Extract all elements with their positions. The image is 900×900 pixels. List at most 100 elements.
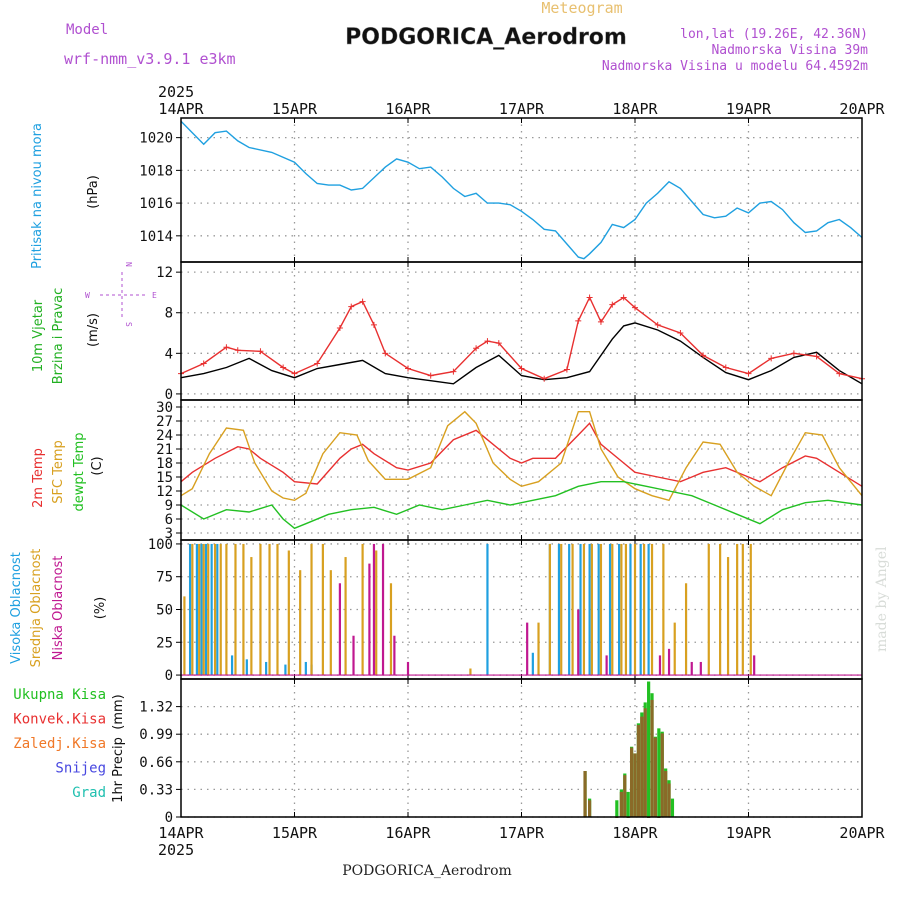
bar-cloud-2 <box>690 661 693 676</box>
time-label-bottom: 19APR <box>726 824 772 842</box>
ytick-label: 100 <box>148 537 173 553</box>
bar-cloud-0 <box>557 543 561 676</box>
bar-cloud-1 <box>250 557 253 676</box>
precip-legend-item: Snijeg <box>55 761 106 777</box>
meteogram-title: Meteogram <box>541 0 622 17</box>
gust-marker <box>813 353 820 360</box>
bar-cloud-0 <box>486 543 489 676</box>
bar-cloud-1 <box>662 543 665 676</box>
bar-cloud-1 <box>299 570 302 676</box>
cloud-ylabel2: Srednja Oblacnost <box>29 549 44 668</box>
time-label-top: 15APR <box>272 100 318 118</box>
wind-ylabel2: Brzina i Pravac <box>51 288 66 385</box>
time-label-bottom: 16APR <box>385 824 431 842</box>
bar-cloud-0 <box>245 659 248 676</box>
ytick-label: 8 <box>165 306 173 322</box>
temp-ylabel3: dewpt Temp <box>72 432 87 511</box>
gust-marker <box>495 340 502 347</box>
bar-cloud-2 <box>667 648 671 676</box>
bar-cloud-0 <box>230 655 234 676</box>
model-label: Model <box>66 22 108 38</box>
bar-precip-0 <box>670 798 675 817</box>
bar-cloud-0 <box>588 543 591 676</box>
panel-pressure: 1014 1016 1018 1020 <box>139 117 863 263</box>
bar-cloud-1 <box>741 543 744 676</box>
bar-cloud-1 <box>321 543 324 676</box>
bar-cloud-1 <box>225 543 228 676</box>
lonlat-label: lon,lat (19.26E, 42.36N) <box>680 27 868 42</box>
bar-cloud-0 <box>579 543 582 676</box>
bar-cloud-1 <box>624 543 628 676</box>
ytick-label: 4 <box>165 346 173 362</box>
gust-marker <box>370 321 377 328</box>
panel-precip: 0 0.33 0.66 0.99 1.32 <box>139 678 863 826</box>
ytick-label: 6 <box>165 512 173 528</box>
bar-precip-1 <box>583 771 587 817</box>
bar-cloud-1 <box>719 543 722 676</box>
gust-marker <box>291 370 298 377</box>
bar-cloud-1 <box>560 543 563 676</box>
gust-marker <box>597 318 604 325</box>
bar-cloud-1 <box>242 543 245 676</box>
bar-precip-0 <box>615 800 619 817</box>
gust-marker <box>620 294 627 301</box>
ytick-label: 0 <box>165 810 173 826</box>
gust-marker <box>223 344 230 351</box>
bar-cloud-1 <box>650 543 654 676</box>
ytick-label: 1020 <box>139 131 173 147</box>
wind-unit: (m/s) <box>86 313 101 347</box>
gust-marker <box>280 364 287 371</box>
bar-precip-1 <box>664 771 668 817</box>
bar-cloud-1 <box>191 543 194 676</box>
bar-cloud-2 <box>393 635 396 676</box>
cloud-ylabel: Visoka Oblacnost <box>9 552 24 664</box>
gust-marker <box>348 303 355 310</box>
bar-cloud-1 <box>329 570 332 676</box>
ytick-label: 12 <box>156 484 173 500</box>
bar-cloud-2 <box>658 655 662 676</box>
ytick-label: 1014 <box>139 229 173 245</box>
ytick-label: 15 <box>156 470 173 486</box>
elevation-label: Nadmorska Visina 39m <box>711 43 868 58</box>
compass-n: N <box>124 262 133 267</box>
cloud-unit: (%) <box>93 597 108 620</box>
bar-precip-1 <box>643 708 647 817</box>
gust-marker <box>234 347 241 354</box>
compass-e: E <box>152 291 157 300</box>
gust-marker <box>563 366 570 373</box>
bar-cloud-1 <box>219 543 222 676</box>
bar-cloud-1 <box>344 557 347 676</box>
ytick-label: 9 <box>165 498 173 514</box>
bar-precip-1 <box>623 775 627 817</box>
time-label-top: 14APR <box>158 100 204 118</box>
compass-s: S <box>124 322 133 327</box>
bar-precip-0 <box>657 728 661 817</box>
time-label-top: 18APR <box>612 100 658 118</box>
bar-cloud-0 <box>304 661 307 676</box>
bar-cloud-1 <box>207 543 210 676</box>
bar-cloud-1 <box>198 543 201 676</box>
precip-legend-item: Konvek.Kisa <box>13 712 106 728</box>
bar-cloud-1 <box>642 543 646 676</box>
model-name: wrf-nmm_v3.9.1 e3km <box>64 50 236 68</box>
bar-cloud-2 <box>338 583 341 676</box>
bar-cloud-1 <box>361 543 364 676</box>
bar-cloud-1 <box>726 557 730 676</box>
gust-marker <box>257 348 264 355</box>
gust-marker <box>745 370 752 377</box>
gust-marker <box>359 298 366 305</box>
bar-precip-1 <box>653 737 658 817</box>
bar-cloud-0 <box>216 543 219 676</box>
bar-precip-1 <box>640 716 644 817</box>
time-label-top: 17APR <box>499 100 545 118</box>
bar-cloud-2 <box>699 661 702 676</box>
ytick-label: 1.32 <box>139 700 173 716</box>
cloud-ylabel3: Niska Oblacnost <box>51 556 66 661</box>
bar-cloud-1 <box>234 543 237 676</box>
gust-marker <box>427 372 434 379</box>
gust-marker <box>700 352 707 359</box>
year-bottom: 2025 <box>158 841 194 859</box>
bar-cloud-0 <box>597 543 600 676</box>
time-label-bottom: 17APR <box>499 824 545 842</box>
